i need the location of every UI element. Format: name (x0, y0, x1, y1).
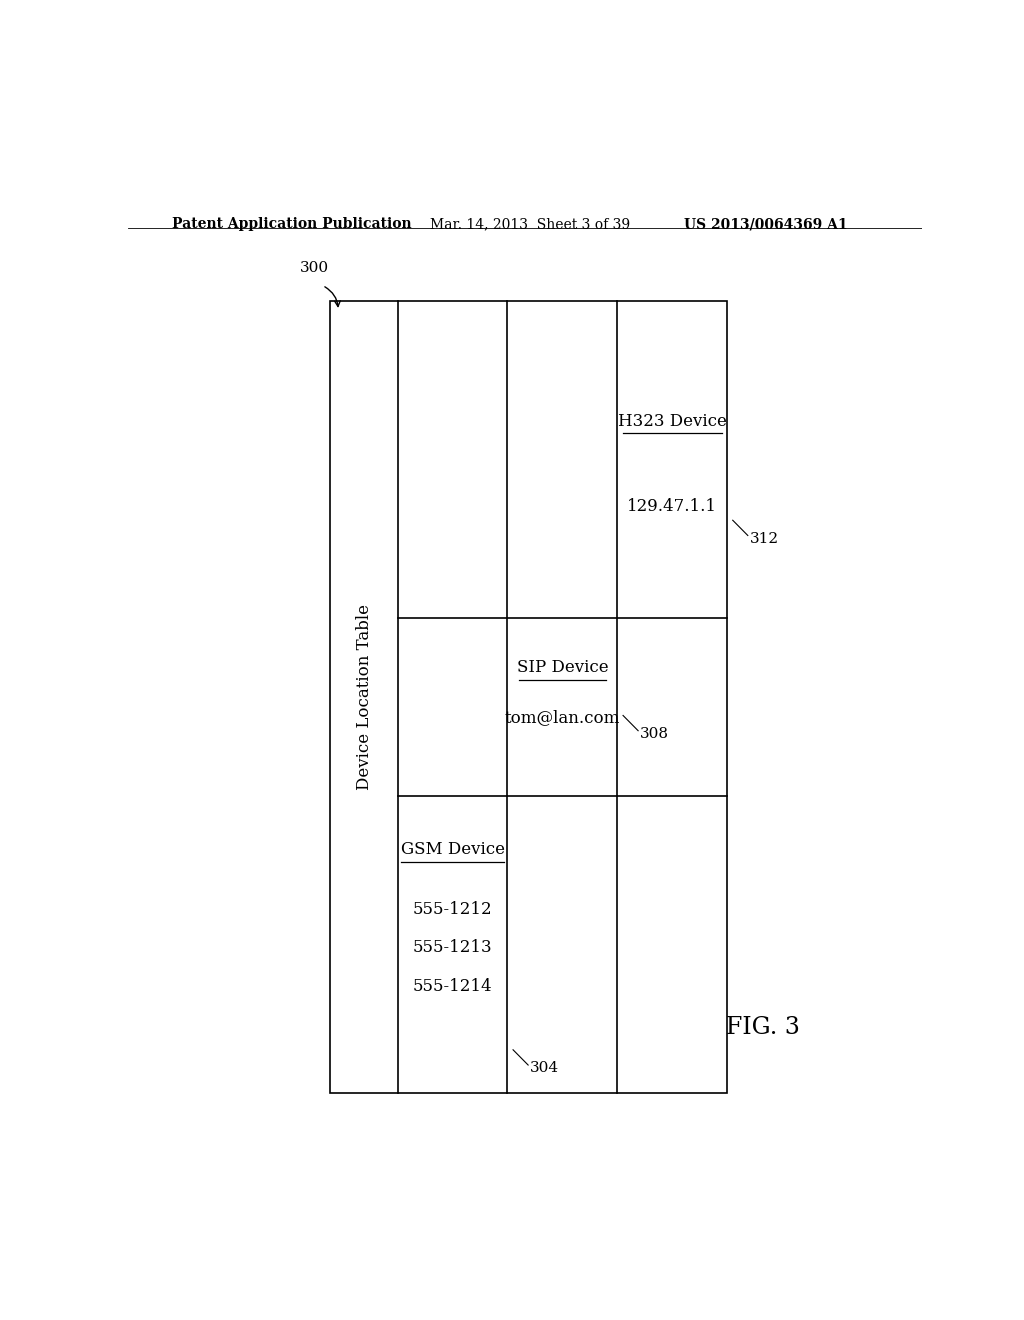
Text: tom@lan.com: tom@lan.com (505, 709, 621, 726)
Text: 555-1213: 555-1213 (413, 940, 493, 956)
Text: H323 Device: H323 Device (617, 413, 727, 430)
Text: GSM Device: GSM Device (400, 841, 505, 858)
Text: US 2013/0064369 A1: US 2013/0064369 A1 (684, 218, 847, 231)
Text: 555-1214: 555-1214 (413, 978, 493, 995)
Text: 304: 304 (529, 1061, 559, 1074)
Text: Device Location Table: Device Location Table (355, 605, 373, 791)
Text: 129.47.1.1: 129.47.1.1 (628, 499, 718, 515)
Text: 555-1212: 555-1212 (413, 900, 493, 917)
Text: SIP Device: SIP Device (517, 659, 608, 676)
Text: 300: 300 (300, 261, 329, 276)
Text: 308: 308 (640, 727, 669, 741)
Text: FIG. 3: FIG. 3 (726, 1016, 800, 1039)
Bar (331, 301, 727, 1093)
Text: 312: 312 (750, 532, 778, 545)
Text: Mar. 14, 2013  Sheet 3 of 39: Mar. 14, 2013 Sheet 3 of 39 (430, 218, 630, 231)
Text: Patent Application Publication: Patent Application Publication (172, 218, 412, 231)
